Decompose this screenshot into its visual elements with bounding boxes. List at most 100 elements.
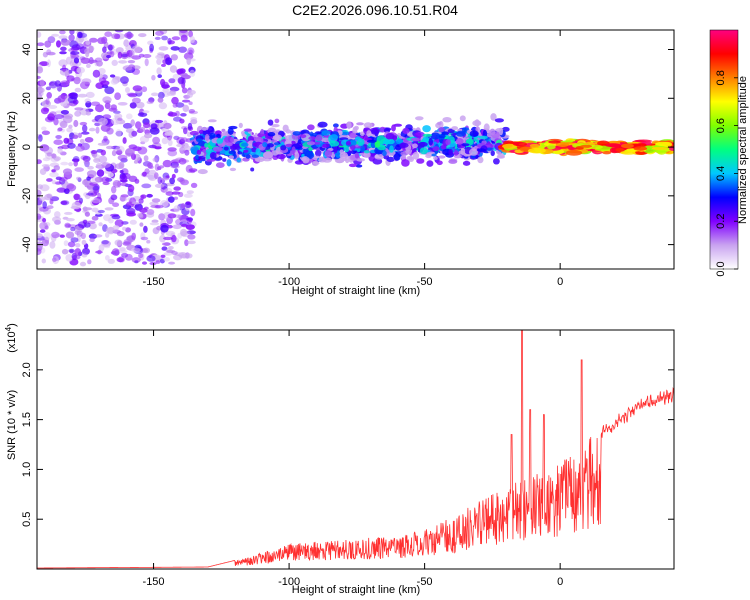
spectrogram-blob — [112, 202, 120, 207]
spectrogram-blob — [52, 256, 60, 265]
spectrogram-blob — [37, 87, 45, 94]
spectrogram-blob — [324, 149, 333, 158]
spectrogram-blob — [93, 197, 100, 205]
spectrogram-blob — [114, 219, 124, 228]
spectrogram-blob — [223, 146, 229, 151]
spectrogram-blob — [177, 214, 182, 220]
spectrogram-blob — [412, 143, 418, 149]
spectrogram-blob — [142, 110, 150, 114]
snr-y-tick-label: 1.0 — [21, 462, 33, 477]
spectrogram-blob — [44, 116, 55, 123]
spectrogram-blob — [46, 51, 56, 56]
spectrogram-blob — [209, 132, 216, 139]
spectrogram-blob — [41, 239, 49, 247]
spectrogram-blob — [54, 80, 61, 87]
snr-x-tick-label: -100 — [278, 576, 300, 588]
spectrogram-blob — [86, 63, 91, 68]
spectrogram-blob — [141, 183, 152, 189]
spectrogram-blob — [183, 145, 192, 152]
spectrogram-blob — [165, 57, 173, 66]
spectrogram-blob — [70, 226, 76, 232]
spectrogram-blob — [356, 122, 364, 126]
spectrogram-blob — [180, 137, 188, 143]
snr-x-tick-label: 0 — [557, 576, 563, 588]
spectrogram-blob — [67, 241, 76, 248]
spectrogram-blob — [48, 105, 58, 109]
spectrogram-blob — [86, 170, 97, 178]
spectrogram-blob — [167, 37, 172, 45]
spectrogram-blob — [149, 201, 159, 206]
spectrogram-blob — [39, 144, 50, 152]
spectrogram-blob — [75, 243, 81, 248]
spectrogram-blob — [163, 236, 173, 241]
spectrogram-blob — [114, 92, 121, 100]
spectrogram-blob — [182, 104, 190, 112]
spectrogram-blob — [267, 119, 274, 126]
spectrogram-blob — [59, 234, 65, 238]
spectrogram-blob — [669, 146, 674, 151]
spectrogram-blob — [37, 206, 44, 213]
spectrogram-blob — [42, 218, 47, 223]
spectrogram-blob — [90, 150, 98, 154]
spectrogram-blob — [513, 141, 528, 147]
spectrogram-blob — [472, 132, 479, 137]
spectrogram-blob — [59, 120, 68, 129]
spectrogram-blob — [198, 156, 206, 160]
spectrogram-blob — [167, 147, 177, 152]
spectrogram-blob — [162, 242, 171, 246]
spectrogram-blob — [184, 201, 192, 209]
spectrogram-blob — [134, 260, 139, 264]
spectrogram-blob — [146, 212, 155, 218]
spectrogram-blob — [77, 31, 83, 39]
spectrogram-blob — [352, 128, 358, 134]
spectrogram-blob — [102, 181, 110, 186]
spectrogram-blob — [436, 160, 443, 166]
spectrogram-blob — [621, 143, 634, 149]
spectrogram-blob — [177, 77, 185, 84]
spectrogram-blob — [83, 159, 90, 165]
spectrogram-blob — [166, 216, 174, 225]
spectrogram-blob — [58, 35, 68, 40]
spectrogram-blob — [76, 176, 81, 180]
spectrogram-blob — [42, 157, 51, 162]
spectrogram-blob — [120, 76, 129, 84]
spectrogram-blob — [174, 168, 179, 174]
spectrogram-blob — [154, 146, 162, 150]
spectrogram-blob — [124, 32, 134, 39]
spectrogram-blob — [56, 40, 61, 48]
spectrogram-blob — [105, 231, 110, 238]
spectrogram-blob — [243, 128, 252, 132]
spectrogram-blob — [416, 158, 425, 164]
spectrogram-blob — [476, 148, 487, 152]
spectrogram-blob — [186, 57, 191, 65]
spectrogram-blob — [49, 172, 59, 178]
spectrogram-blob — [162, 159, 172, 168]
spectrogram-blob — [155, 30, 164, 36]
spectrogram-blob — [360, 145, 365, 153]
spectrogram-blob — [173, 186, 181, 191]
spectrogram-blob — [156, 58, 162, 65]
spectrogram-y-tick-label: -20 — [21, 188, 33, 204]
spectrogram-blob — [104, 207, 114, 211]
spectrogram-x-tick-label: -50 — [417, 276, 433, 288]
spectrogram-blob — [318, 158, 327, 163]
spectrogram-marks — [37, 30, 674, 267]
spectrogram-blob — [168, 78, 176, 84]
spectrogram-blob — [374, 140, 381, 148]
spectrogram-blob — [51, 180, 57, 185]
snr-x-ticks: -150 -100 -50 0 — [143, 330, 563, 588]
spectrogram-blob — [366, 130, 372, 137]
spectrogram-blob — [82, 247, 90, 255]
spectrogram-blob — [110, 251, 117, 255]
colorbar-tick-label: 0.6 — [715, 118, 727, 133]
spectrogram-blob — [189, 36, 195, 44]
spectrogram-blob — [93, 234, 103, 238]
spectrogram-blob — [97, 142, 108, 146]
spectrogram-blob — [131, 257, 141, 263]
spectrogram-blob — [150, 204, 159, 208]
spectrogram-blob — [197, 169, 208, 175]
spectrogram-blob — [126, 113, 133, 120]
spectrogram-blob — [183, 52, 194, 60]
spectrogram-blob — [605, 143, 620, 148]
spectrogram-blob — [306, 141, 315, 146]
